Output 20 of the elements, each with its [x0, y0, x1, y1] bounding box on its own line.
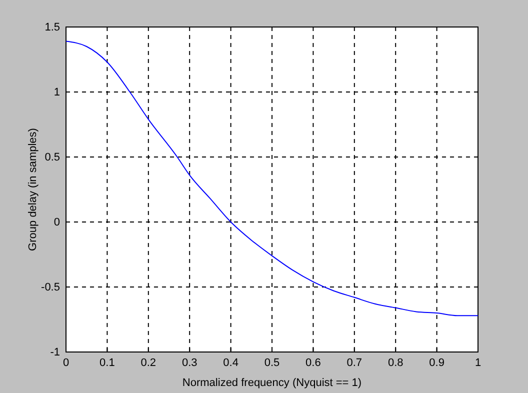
x-tick-label: 0.1: [100, 356, 115, 369]
x-tick-label: 0.2: [140, 356, 156, 369]
y-tick-label: 0.5: [44, 152, 60, 164]
x-tick-label: 0.8: [388, 356, 404, 369]
x-tick-label: 0: [62, 356, 70, 369]
x-tick-label: 0.3: [182, 356, 198, 369]
x-tick-label: 0.4: [223, 356, 238, 369]
y-tick-label: 1.5: [44, 22, 60, 34]
line-series: [66, 40, 478, 316]
x-tick-label: 0.9: [429, 356, 444, 369]
x-tick-label: 0.6: [306, 356, 321, 369]
y-tick-label: -0.5: [41, 282, 60, 294]
x-axis-title: Normalized frequency (Nyquist == 1): [182, 377, 362, 389]
y-tick-label: 1: [54, 86, 60, 99]
x-tick-label: 0.7: [346, 356, 362, 369]
x-tick-label: 1: [474, 356, 482, 369]
y-axis-title: Group delay (in samples): [27, 128, 39, 251]
y-tick-label: 0: [54, 216, 60, 229]
x-tick-label: 0.5: [264, 356, 280, 369]
y-tick-label: -1: [50, 346, 60, 359]
